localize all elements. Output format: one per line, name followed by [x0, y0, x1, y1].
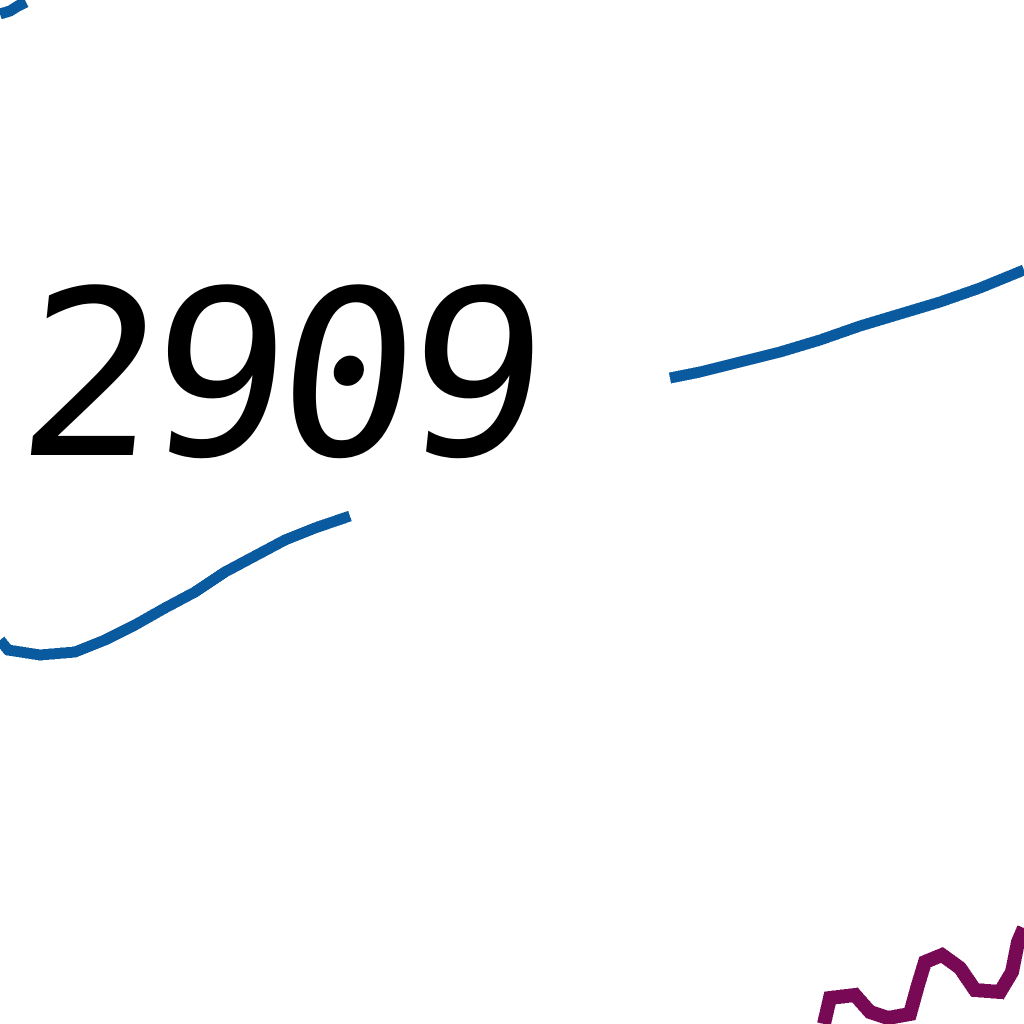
contour-line-top-left	[0, 0, 29, 20]
contour-line-right	[668, 264, 1024, 384]
road-line	[817, 925, 1024, 1024]
contour-elevation-label: 2909	[8, 243, 550, 510]
contour-line-left	[0, 510, 352, 661]
